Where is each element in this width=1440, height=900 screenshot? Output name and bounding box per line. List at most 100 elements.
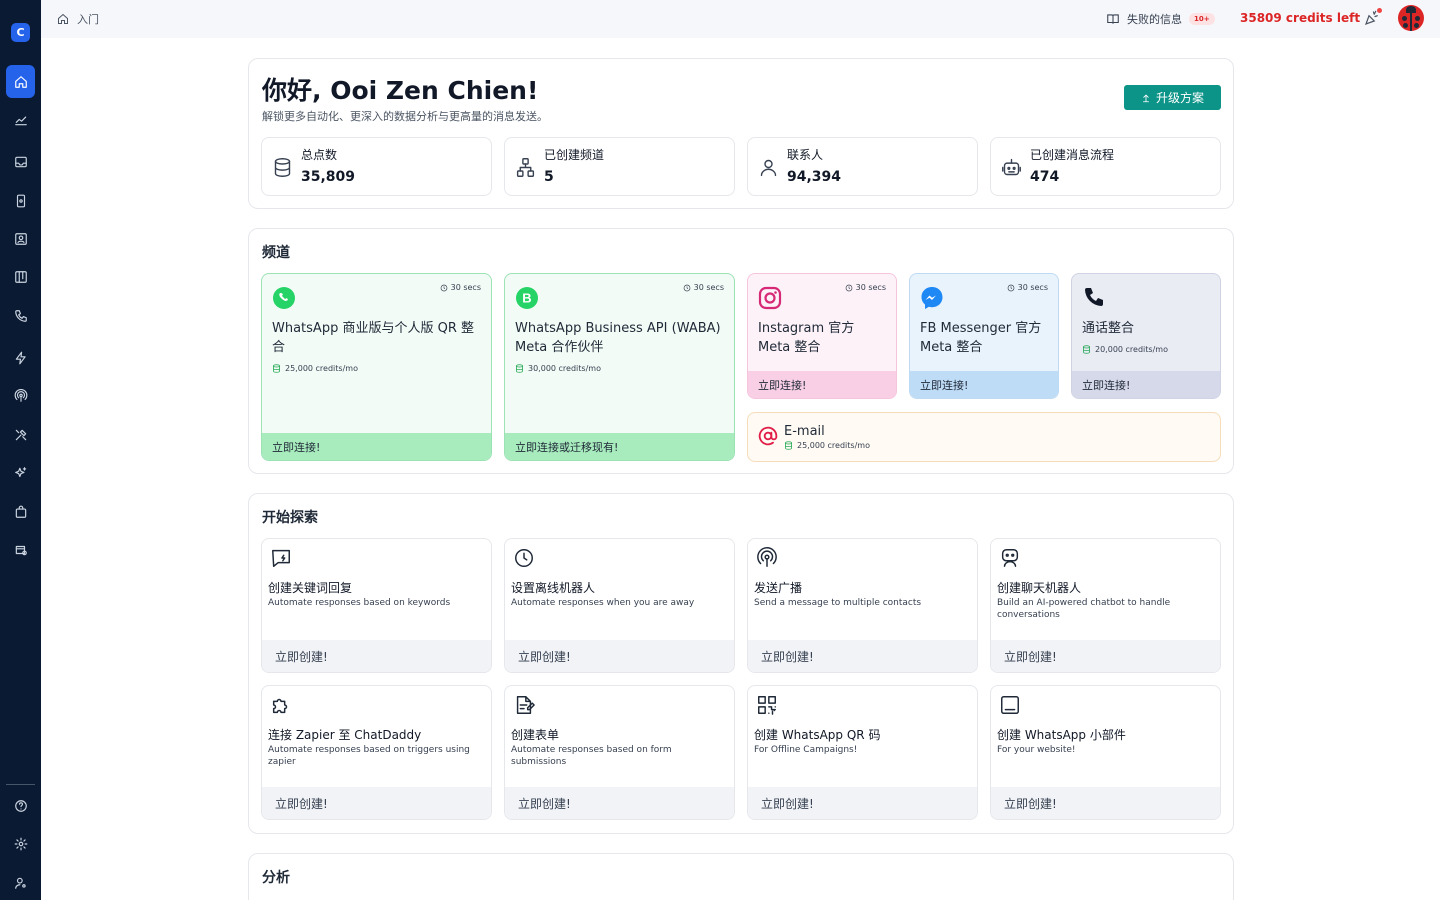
connect-button[interactable]: 立即连接!: [1072, 371, 1220, 398]
explore-title: 设置离线机器人: [511, 581, 596, 595]
party-popper-icon[interactable]: [1363, 9, 1381, 27]
sidebar-item-device[interactable]: [6, 184, 35, 217]
sidebar-item-store[interactable]: [6, 495, 35, 528]
database-icon: [273, 364, 280, 373]
avatar-spot: [1403, 23, 1408, 28]
channel-card-email[interactable]: E-mail 25,000 credits/mo: [747, 412, 1221, 462]
create-button[interactable]: 立即创建!: [505, 640, 734, 672]
sidebar-item-help[interactable]: [6, 789, 35, 822]
clock-icon: [683, 284, 690, 291]
form-icon: [516, 696, 535, 714]
create-button[interactable]: 立即创建!: [262, 640, 491, 672]
app-logo[interactable]: C: [11, 23, 30, 42]
robot-icon: [1002, 158, 1021, 176]
sidebar-item-contacts[interactable]: [6, 222, 35, 255]
sidebar-item-broadcast[interactable]: [6, 379, 35, 412]
explore-card-qr-code[interactable]: 创建 WhatsApp QR 码 For Offline Campaigns! …: [747, 685, 978, 820]
explore-card-broadcast[interactable]: 发送广播 Send a message to multiple contacts…: [747, 538, 978, 673]
failed-messages-button[interactable]: 失败的信息 10+: [1106, 11, 1215, 27]
create-button[interactable]: 立即创建!: [991, 787, 1220, 819]
setup-time: 30 secs: [1007, 283, 1048, 292]
database-icon: [785, 441, 792, 450]
channels-section: 频道 30 secs WhatsApp 商业版与个人版 QR 整合 25,000…: [248, 228, 1234, 474]
explore-desc: Automate responses based on form submiss…: [511, 745, 672, 767]
explore-title: 创建聊天机器人: [997, 581, 1082, 595]
connect-button[interactable]: 立即连接或迁移现有!: [505, 433, 734, 460]
channel-cost: 20,000 credits/mo: [1082, 345, 1168, 354]
svg-text:B: B: [522, 291, 531, 306]
sidebar-item-board[interactable]: [6, 260, 35, 293]
explore-card-chatbot[interactable]: 创建聊天机器人 Build an AI-powered chatbot to h…: [990, 538, 1221, 673]
explore-desc: For your website!: [997, 745, 1076, 755]
explore-card-form[interactable]: 创建表单 Automate responses based on form su…: [504, 685, 735, 820]
explore-title: 连接 Zapier 至 ChatDaddy: [268, 728, 422, 742]
avatar-spot: [1414, 23, 1419, 28]
stat-value: 94,394: [787, 169, 842, 185]
board-icon: [14, 270, 27, 283]
explore-title: 发送广播: [754, 581, 803, 595]
explore-title: 创建关键词回复: [268, 581, 353, 595]
stat-channels: 已创建频道 5: [504, 137, 735, 196]
database-icon: [516, 364, 523, 373]
clock-icon: [1007, 284, 1014, 291]
upgrade-plan-button[interactable]: 升级方案: [1124, 85, 1221, 110]
settings-icon: [14, 837, 27, 850]
sidebar-item-billing[interactable]: [6, 533, 35, 566]
whatsapp-business-icon: B: [516, 287, 538, 309]
channel-card-waba[interactable]: B 30 secs WhatsApp Business API (WABA) M…: [504, 273, 735, 461]
channel-cost: 30,000 credits/mo: [515, 364, 601, 373]
sidebar-item-ai[interactable]: [6, 456, 35, 489]
create-button[interactable]: 立即创建!: [262, 787, 491, 819]
help-icon: [14, 799, 27, 812]
sidebar-item-account[interactable]: [6, 866, 35, 899]
explore-card-zapier[interactable]: 连接 Zapier 至 ChatDaddy Automate responses…: [261, 685, 492, 820]
clock-icon: [845, 284, 852, 291]
credits-left[interactable]: 35809 credits left: [1240, 11, 1361, 25]
channel-cost: 25,000 credits/mo: [272, 364, 358, 373]
explore-desc: For Offline Campaigns!: [754, 745, 858, 755]
avatar-spot: [1415, 16, 1420, 21]
channel-card-instagram[interactable]: 30 secs Instagram 官方 Meta 整合 立即连接!: [747, 273, 897, 399]
channel-name: WhatsApp Business API (WABA) Meta 合作伙伴: [515, 321, 721, 355]
channel-name: Instagram 官方 Meta 整合: [758, 321, 855, 355]
sidebar-item-settings[interactable]: [6, 827, 35, 860]
store-icon: [15, 505, 26, 518]
create-button[interactable]: 立即创建!: [505, 787, 734, 819]
explore-title: 创建表单: [511, 728, 560, 742]
notification-dot: [1377, 8, 1382, 13]
stat-contacts: 联系人 94,394: [747, 137, 978, 196]
user-settings-icon: [14, 877, 26, 889]
create-button[interactable]: 立即创建!: [991, 640, 1220, 672]
sidebar-item-calls[interactable]: [6, 299, 35, 332]
create-button[interactable]: 立即创建!: [748, 640, 977, 672]
database-icon: [1083, 345, 1090, 354]
explore-card-keyword-reply[interactable]: 创建关键词回复 Automate responses based on keyw…: [261, 538, 492, 673]
sidebar-item-tools[interactable]: [6, 418, 35, 451]
broadcast-icon: [14, 388, 27, 402]
sidebar-item-home[interactable]: [6, 65, 35, 98]
billing-icon: [15, 545, 27, 555]
create-button[interactable]: 立即创建!: [748, 787, 977, 819]
avatar[interactable]: [1398, 5, 1424, 31]
channel-card-messenger[interactable]: 30 secs FB Messenger 官方 Meta 整合 立即连接!: [909, 273, 1059, 399]
chatbot-icon: [1001, 549, 1019, 567]
stat-label: 总点数: [301, 148, 338, 162]
sidebar-item-automation[interactable]: [6, 341, 35, 374]
setup-time-label: 30 secs: [450, 283, 481, 292]
channel-card-whatsapp[interactable]: 30 secs WhatsApp 商业版与个人版 QR 整合 25,000 cr…: [261, 273, 492, 461]
connect-button[interactable]: 立即连接!: [262, 433, 491, 460]
sidebar-item-inbox[interactable]: [6, 145, 35, 178]
stat-value: 5: [544, 169, 554, 185]
breadcrumb[interactable]: 入门: [57, 11, 99, 27]
explore-card-offline-bot[interactable]: 设置离线机器人 Automate responses when you are …: [504, 538, 735, 673]
channel-card-calls[interactable]: 通话整合 20,000 credits/mo 立即连接!: [1071, 273, 1221, 399]
section-title: 频道: [262, 245, 290, 261]
database-icon: [274, 158, 291, 177]
sidebar-item-analytics[interactable]: [6, 103, 35, 136]
stat-value: 474: [1030, 169, 1060, 185]
widget-icon: [1001, 696, 1019, 714]
contacts-icon: [14, 232, 27, 245]
explore-card-widget[interactable]: 创建 WhatsApp 小部件 For your website! 立即创建!: [990, 685, 1221, 820]
connect-button[interactable]: 立即连接!: [910, 371, 1058, 398]
connect-button[interactable]: 立即连接!: [748, 371, 896, 398]
